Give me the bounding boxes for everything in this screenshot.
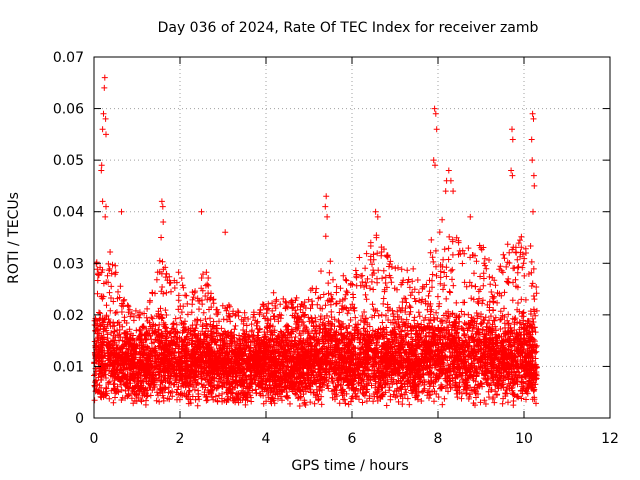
x-tick-label: 12 [601,431,619,447]
y-tick-label: 0.03 [53,256,84,272]
data-points [91,74,540,409]
x-tick-label: 10 [515,431,533,447]
y-tick-label: 0.02 [53,308,84,324]
y-tick-label: 0 [75,411,84,427]
x-tick-labels: 0 2 4 6 8 10 12 [90,431,619,447]
chart-title: Day 036 of 2024, Rate Of TEC Index for r… [158,20,539,36]
x-tick-label: 8 [434,431,443,447]
x-axis-label: GPS time / hours [291,458,408,474]
y-tick-label: 0.04 [53,205,84,221]
y-tick-label: 0.06 [53,102,84,118]
axis-ticks [93,56,611,419]
x-tick-label: 0 [90,431,99,447]
y-tick-labels: 0 0.01 0.02 0.03 0.04 0.05 0.06 0.07 [53,50,84,427]
x-tick-label: 6 [348,431,357,447]
y-axis-label: ROTI / TECUs [6,192,22,284]
x-tick-label: 2 [176,431,185,447]
x-tick-label: 4 [262,431,271,447]
roti-points [91,74,540,409]
y-tick-label: 0.07 [53,50,84,66]
y-tick-label: 0.01 [53,359,84,375]
y-tick-label: 0.05 [53,153,84,169]
